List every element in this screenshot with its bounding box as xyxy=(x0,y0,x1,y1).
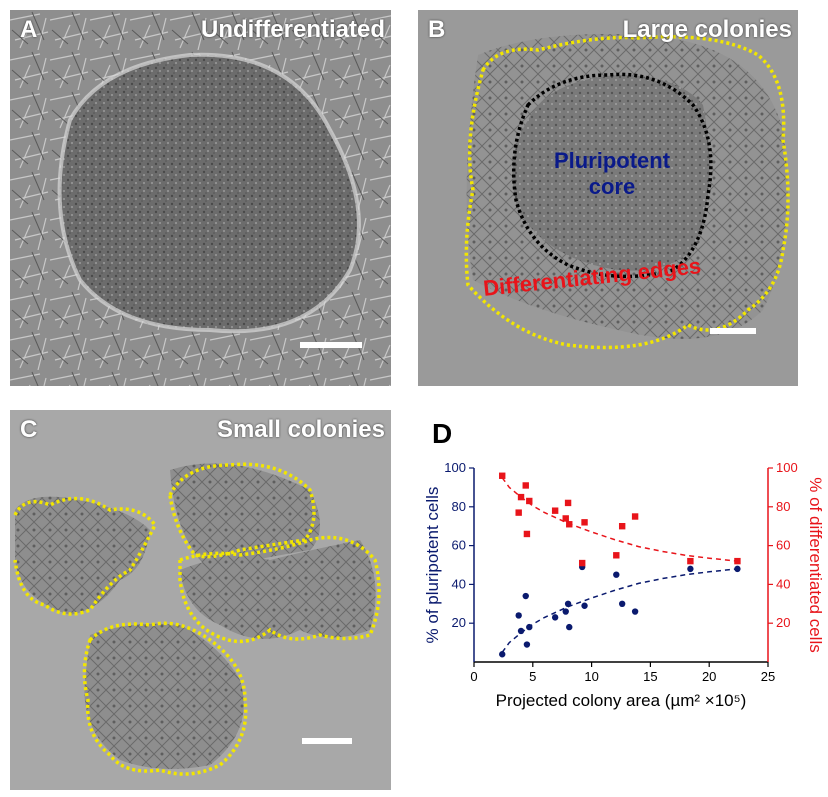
x-tick-label: 15 xyxy=(643,669,657,684)
panel-a: A Undifferentiated xyxy=(10,10,391,386)
differentiated-data-point xyxy=(515,509,522,516)
y-left-tick-label: 40 xyxy=(452,576,466,591)
y-right-tick-label: 100 xyxy=(776,460,798,475)
pluripotent-data-point xyxy=(551,614,559,621)
y-left-tick-label: 80 xyxy=(452,499,466,514)
y-left-tick-label: 20 xyxy=(452,615,466,630)
y-right-tick-label: 40 xyxy=(776,576,790,591)
panel-c: C Small colonies xyxy=(10,410,391,790)
pluripotent-data-point xyxy=(523,641,531,648)
panel-title: Small colonies xyxy=(216,416,385,443)
core-label-line2: core xyxy=(588,174,636,199)
pluripotent-data-point xyxy=(517,627,525,635)
core-label-line1: Pluripotent xyxy=(553,148,671,173)
pluripotent-data-point xyxy=(566,623,573,631)
panel-letter: C xyxy=(20,416,38,443)
panel-title: Large colonies xyxy=(622,16,792,43)
panel-title: Undifferentiated xyxy=(200,16,385,43)
panel-letter: B xyxy=(428,16,446,43)
differentiated-data-point xyxy=(631,513,639,520)
colony-area-scatter-chart: 0 5 10 15 20 25 20 40 60 80 100 20 40 60 80 100 Projecte… xyxy=(423,460,825,710)
differentiated-data-point xyxy=(523,530,531,538)
differentiated-data-point xyxy=(517,493,525,501)
pluripotent-data-point xyxy=(499,651,506,658)
differentiated-data-point xyxy=(522,482,529,489)
y-left-tick-label: 100 xyxy=(444,460,466,475)
y-left-tick-label: 60 xyxy=(452,538,466,553)
pluripotent-data-point xyxy=(515,612,522,619)
y-right-tick-label: 60 xyxy=(776,538,790,553)
y-left-axis-label: % of pluripotent cells xyxy=(423,487,442,644)
pluripotent-data-point xyxy=(562,608,569,615)
y-right-tick-label: 80 xyxy=(776,499,790,514)
micrograph-undifferentiated xyxy=(10,10,391,386)
differentiated-data-point xyxy=(566,521,573,528)
pluripotent-data-point xyxy=(581,602,588,609)
panel-letter: D xyxy=(432,418,453,449)
differentiated-data-point xyxy=(551,507,559,514)
differentiated-data-point xyxy=(578,559,586,567)
pluripotent-data-point xyxy=(631,608,639,615)
pluripotent-data-point xyxy=(734,565,741,573)
differentiated-data-point xyxy=(581,519,588,526)
y-right-tick-label: 20 xyxy=(776,615,790,630)
pluripotent-data-point xyxy=(564,600,572,607)
differentiated-data-point xyxy=(499,472,506,479)
scale-bar xyxy=(710,328,756,334)
differentiated-data-point xyxy=(526,497,533,505)
pluripotent-core-label: Pluripotent core xyxy=(522,148,702,200)
differentiated-data-point xyxy=(562,515,569,522)
x-tick-label: 5 xyxy=(529,669,536,684)
x-axis-label: Projected colony area (µm² ×10⁵) xyxy=(496,691,747,710)
pluripotent-fit-curve xyxy=(501,568,738,653)
scale-bar xyxy=(302,738,352,744)
pluripotent-data-point xyxy=(613,571,620,578)
differentiated-data-point xyxy=(618,523,626,530)
differentiated-data-point xyxy=(564,499,572,507)
micrograph-small-colonies xyxy=(10,410,391,790)
scale-bar xyxy=(300,342,362,348)
differentiated-data-point xyxy=(613,552,620,559)
x-tick-label: 0 xyxy=(470,669,477,684)
x-tick-label: 20 xyxy=(702,669,716,684)
x-tick-label: 10 xyxy=(584,669,598,684)
panel-b: B Large colonies Pluripotent core Differ… xyxy=(418,10,798,386)
pluripotent-data-point xyxy=(687,565,694,573)
differentiated-data-point xyxy=(687,557,694,565)
x-tick-label: 25 xyxy=(761,669,775,684)
pluripotent-data-point xyxy=(526,623,533,631)
panel-letter: A xyxy=(20,16,38,43)
y-right-axis-label: % of differentiated cells xyxy=(806,477,825,652)
micrograph-large-colony xyxy=(418,10,798,386)
differentiated-fit-curve xyxy=(501,477,738,562)
pluripotent-data-point xyxy=(522,592,529,600)
pluripotent-data-point xyxy=(618,600,626,607)
differentiated-data-point xyxy=(734,557,741,565)
